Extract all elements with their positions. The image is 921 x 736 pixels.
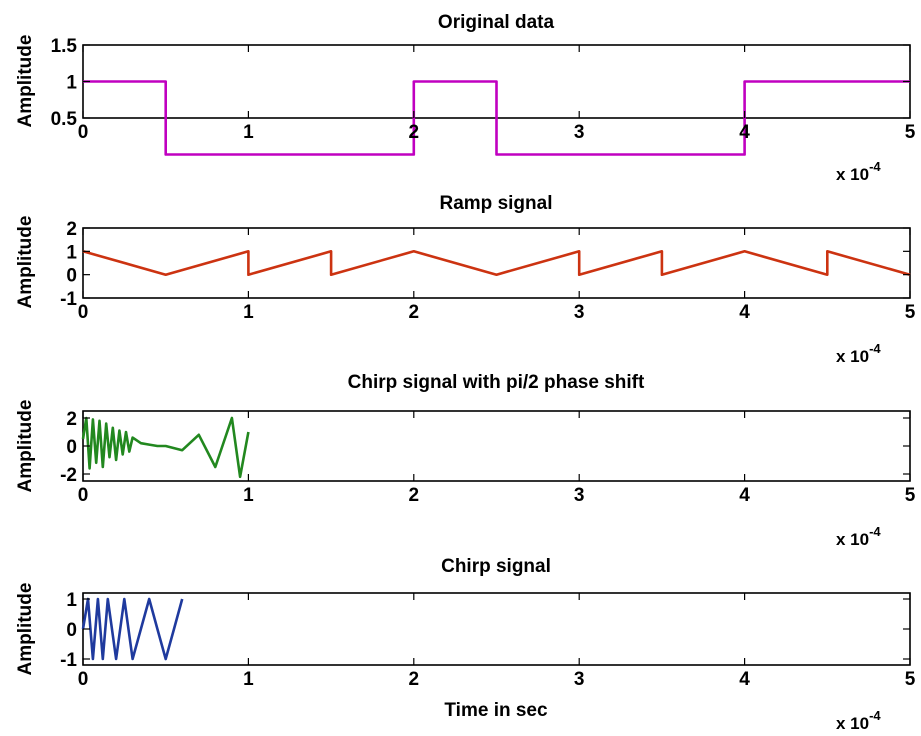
x-multiplier-base: x 10 [836,714,869,733]
x-tick-label: 3 [574,302,585,323]
x-multiplier-exponent: -4 [869,524,881,539]
x-tick-label: 2 [409,669,420,690]
x-tick-label: 4 [739,122,750,143]
plot-area [82,592,911,666]
series-line-1 [81,416,250,479]
y-axis-label: Amplitude [15,216,36,309]
y-ticks: -2 0 2 [60,409,910,486]
y-ticks: -10 12 [60,219,910,310]
x-multiplier-base: x 10 [836,347,869,366]
x-ticks: 0 1 2 3 4 5 [78,228,916,323]
y-tick-label: -1 [60,289,77,310]
x-tick-label: 5 [905,122,916,143]
x-tick-label: 1 [243,669,254,690]
x-tick-label: 3 [574,122,585,143]
y-tick-label: 0 [66,437,77,458]
x-tick-label: 5 [905,485,916,506]
x-multiplier: x 10-4 [836,159,881,184]
y-tick-label: 2 [66,409,77,430]
y-tick-label: 0.5 [51,109,78,130]
y-tick-label: -2 [60,465,77,486]
y-tick-label: 1 [66,590,77,611]
y-axis-label: Amplitude [15,583,36,676]
panel-original-data: Original data 0 1 2 3 4 5 0.5 1 1.5 Amplitude x… [15,12,916,184]
y-tick-label: 2 [66,219,77,240]
plot-area [82,227,911,299]
x-tick-label: 0 [78,302,89,323]
x-ticks: 0 1 2 3 4 5 [78,411,916,506]
x-tick-label: 0 [78,122,89,143]
y-tick-label: 0 [66,620,77,641]
chart-title: Ramp signal [440,193,553,214]
chart-title: Chirp signal [441,556,551,577]
x-tick-label: 3 [574,669,585,690]
y-tick-label: 1 [66,242,77,263]
x-tick-label: 3 [574,485,585,506]
x-multiplier-base: x 10 [836,530,869,549]
x-tick-label: 5 [905,302,916,323]
x-tick-label: 0 [78,485,89,506]
x-tick-label: 1 [243,122,254,143]
y-tick-label: 1 [66,73,77,94]
chart-title: Original data [438,12,555,33]
series-group [81,597,184,661]
x-tick-label: 2 [409,302,420,323]
panel-chirp-phase-shift: Chirp signal with pi/2 phase shift 0 1 2 3 4… [15,372,916,549]
x-multiplier: x 10-4 [836,524,881,549]
x-tick-label: 0 [78,669,89,690]
x-multiplier-exponent: -4 [869,708,881,723]
x-tick-label: 2 [409,485,420,506]
x-tick-label: 1 [243,485,254,506]
y-axis-label: Amplitude [15,35,36,128]
x-ticks: 0 1 2 3 4 5 [78,45,916,143]
chart-title: Chirp signal with pi/2 phase shift [348,372,645,393]
y-ticks: 0.5 1 1.5 [51,36,910,130]
x-multiplier-exponent: -4 [869,341,881,356]
series-line-1 [81,597,184,661]
x-tick-label: 4 [739,669,750,690]
y-tick-label: 0 [66,266,77,287]
plot-area [82,410,911,482]
x-multiplier: x 10-4 [836,708,881,733]
x-tick-label: 1 [243,302,254,323]
x-tick-label: 4 [739,302,750,323]
y-axis-label: Amplitude [15,400,36,493]
x-multiplier-base: x 10 [836,165,869,184]
x-multiplier: x 10-4 [836,341,881,366]
series-group [82,250,911,277]
y-ticks: -1 0 1 [60,590,910,671]
y-tick-label: 1.5 [51,36,78,57]
series-line-1 [82,250,911,277]
x-tick-label: 5 [905,669,916,690]
x-multiplier-exponent: -4 [869,159,881,174]
series-group [81,416,250,479]
y-tick-label: -1 [60,650,77,671]
x-tick-label: 4 [739,485,750,506]
x-tick-label: 2 [409,122,420,143]
x-axis-label: Time in sec [444,700,548,721]
